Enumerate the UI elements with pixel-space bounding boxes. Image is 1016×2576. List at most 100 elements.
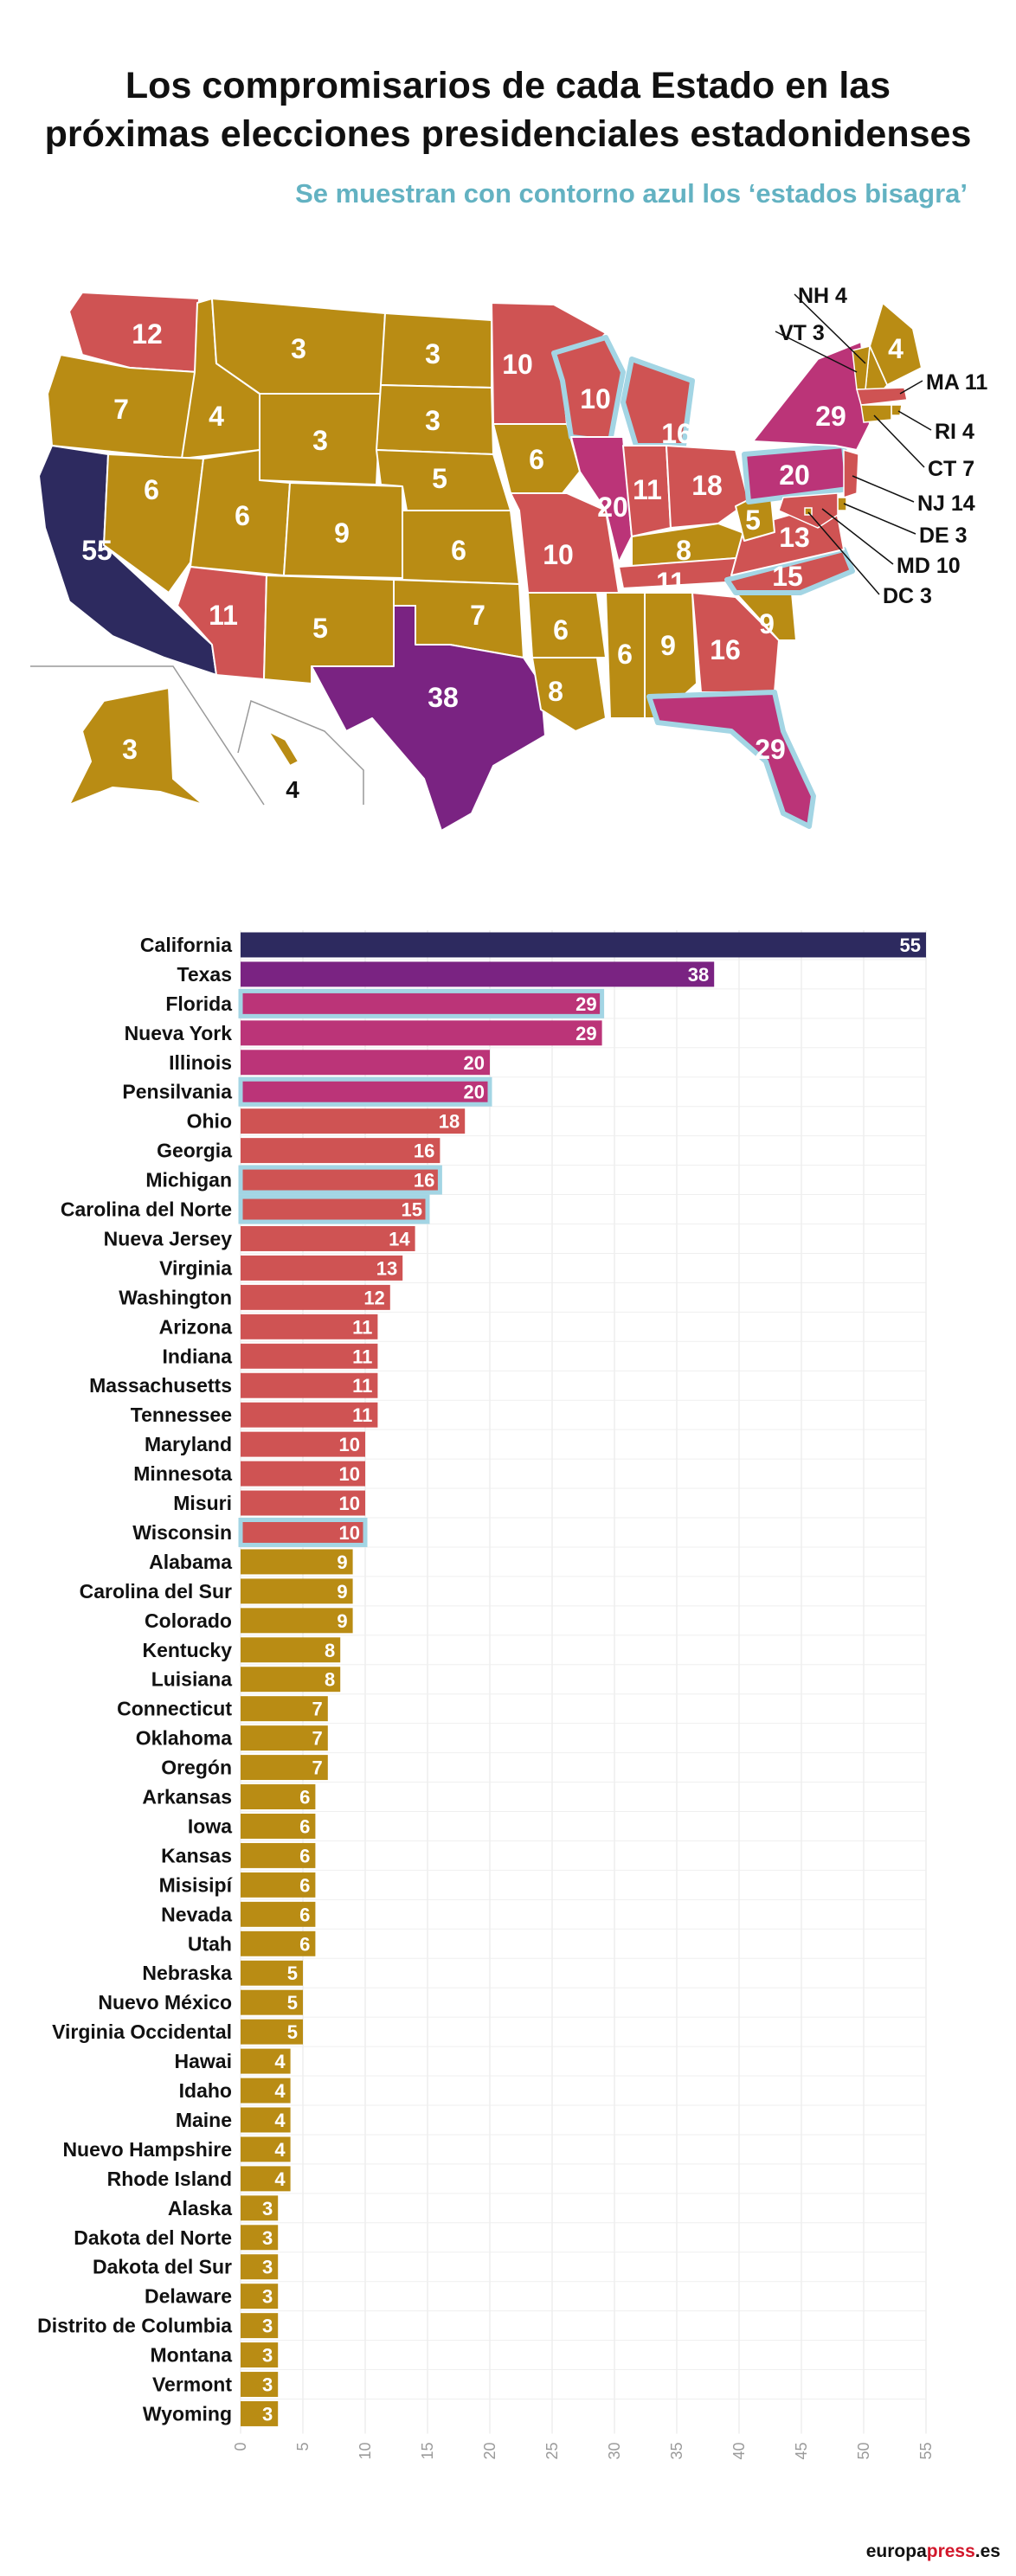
state-label-wa: 12 bbox=[132, 318, 163, 350]
state-ct bbox=[860, 404, 892, 423]
state-la bbox=[531, 657, 607, 732]
bar bbox=[241, 1960, 303, 1986]
bar-value-label: 12 bbox=[363, 1287, 384, 1308]
bar-value-label: 11 bbox=[352, 1316, 372, 1338]
state-label-nc: 15 bbox=[772, 561, 803, 592]
state-label-tx: 38 bbox=[428, 682, 459, 713]
category-label: Nuevo Hampshire bbox=[62, 2138, 232, 2161]
state-label-ok: 7 bbox=[470, 600, 485, 631]
callout-label-vt: VT 3 bbox=[779, 321, 825, 345]
bar bbox=[241, 2372, 279, 2397]
bar-value-label: 9 bbox=[337, 1581, 347, 1603]
bar bbox=[241, 1784, 316, 1809]
bar bbox=[241, 1461, 365, 1487]
bar bbox=[241, 2048, 291, 2074]
category-label: Nebraska bbox=[142, 1962, 232, 1984]
category-label: California bbox=[140, 934, 232, 956]
callout-line-md bbox=[821, 508, 894, 565]
brand-accent: press bbox=[926, 2541, 975, 2561]
callout-line-ma bbox=[899, 380, 923, 395]
callout-line-nh bbox=[794, 293, 866, 364]
state-label-oh: 18 bbox=[691, 470, 723, 501]
bar-value-label: 14 bbox=[389, 1228, 410, 1249]
state-label-ky: 8 bbox=[676, 535, 691, 566]
bar-value-label: 6 bbox=[299, 1845, 310, 1866]
bar-value-label: 9 bbox=[337, 1610, 347, 1632]
state-label-ny: 29 bbox=[815, 401, 846, 432]
bar-value-label: 7 bbox=[312, 1757, 323, 1779]
bar-value-label: 4 bbox=[274, 2168, 286, 2190]
bar bbox=[241, 1667, 341, 1693]
state-hi bbox=[267, 730, 299, 767]
bar bbox=[241, 1255, 403, 1281]
category-label: Alabama bbox=[149, 1551, 232, 1573]
bar-value-label: 11 bbox=[352, 1404, 372, 1426]
bar bbox=[241, 2342, 279, 2368]
bar-value-label: 5 bbox=[287, 2021, 298, 2043]
category-label: Carolina del Sur bbox=[80, 1580, 232, 1603]
bar-value-label: 6 bbox=[299, 1904, 310, 1925]
category-label: Nueva Jersey bbox=[104, 1227, 233, 1249]
state-label-sd: 3 bbox=[425, 405, 440, 436]
bar-value-label: 16 bbox=[414, 1140, 434, 1162]
state-label-nv: 6 bbox=[144, 474, 159, 505]
category-label: Utah bbox=[188, 1932, 232, 1955]
bar-value-label: 9 bbox=[337, 1551, 347, 1573]
bar-value-label: 15 bbox=[402, 1199, 422, 1221]
bar-value-label: 29 bbox=[576, 1023, 596, 1044]
bar-value-label: 5 bbox=[287, 1963, 298, 1984]
brand-suffix: .es bbox=[974, 2541, 1000, 2561]
category-label: Georgia bbox=[157, 1140, 232, 1162]
map-states bbox=[30, 292, 923, 832]
state-label-mo: 10 bbox=[543, 539, 574, 570]
category-label: Indiana bbox=[162, 1345, 232, 1367]
bar-value-label: 18 bbox=[439, 1111, 460, 1133]
category-label: Colorado bbox=[145, 1609, 232, 1632]
state-label-ut: 6 bbox=[235, 500, 250, 531]
state-ga bbox=[691, 592, 780, 693]
bar bbox=[241, 1402, 378, 1428]
state-label-fl: 29 bbox=[755, 734, 786, 765]
category-label: Misisipí bbox=[159, 1873, 234, 1896]
category-label: Hawai bbox=[175, 2050, 232, 2072]
category-label: Misuri bbox=[173, 1492, 232, 1514]
state-ma bbox=[856, 387, 908, 406]
category-label: Delaware bbox=[145, 2285, 232, 2308]
bar bbox=[241, 1343, 378, 1369]
state-ny bbox=[752, 341, 871, 451]
x-tick-label: 50 bbox=[855, 2442, 872, 2459]
category-label: Washington bbox=[119, 1286, 232, 1308]
state-label-nm: 5 bbox=[312, 613, 328, 644]
x-tick-label: 30 bbox=[606, 2442, 623, 2459]
state-label-mi: 16 bbox=[661, 418, 692, 449]
category-label: Illinois bbox=[169, 1051, 232, 1074]
footer-brand: europapress.es bbox=[866, 2541, 1000, 2562]
brand-main: europa bbox=[865, 2541, 927, 2561]
bar-value-label: 20 bbox=[464, 1052, 485, 1074]
bar-value-label: 4 bbox=[274, 2139, 286, 2161]
bar-value-label: 3 bbox=[262, 2345, 273, 2367]
category-label: Florida bbox=[165, 992, 232, 1015]
bar-value-label: 4 bbox=[274, 2051, 286, 2072]
state-label-or: 7 bbox=[113, 394, 129, 425]
state-label-wv: 5 bbox=[745, 504, 761, 536]
bar-value-label: 6 bbox=[299, 1874, 310, 1896]
state-ia bbox=[492, 423, 581, 494]
bar bbox=[241, 1755, 328, 1781]
bar-value-label: 4 bbox=[274, 2080, 286, 2102]
bar bbox=[238, 1165, 442, 1195]
category-label: Connecticut bbox=[117, 1698, 232, 1720]
category-label: Distrito de Columbia bbox=[37, 2315, 232, 2337]
bar-value-label: 4 bbox=[274, 2110, 286, 2131]
bar bbox=[241, 2225, 279, 2251]
category-label: Nueva York bbox=[125, 1022, 233, 1044]
bar bbox=[241, 2078, 291, 2104]
callout-label-nj: NJ 14 bbox=[917, 491, 975, 516]
callout-line-ri bbox=[897, 410, 932, 431]
state-dc bbox=[804, 507, 813, 516]
category-label: Carolina del Norte bbox=[61, 1198, 232, 1221]
category-label: Idaho bbox=[179, 2079, 232, 2102]
hawaii-inset-frame bbox=[237, 699, 364, 805]
bar-value-label: 7 bbox=[312, 1699, 323, 1720]
